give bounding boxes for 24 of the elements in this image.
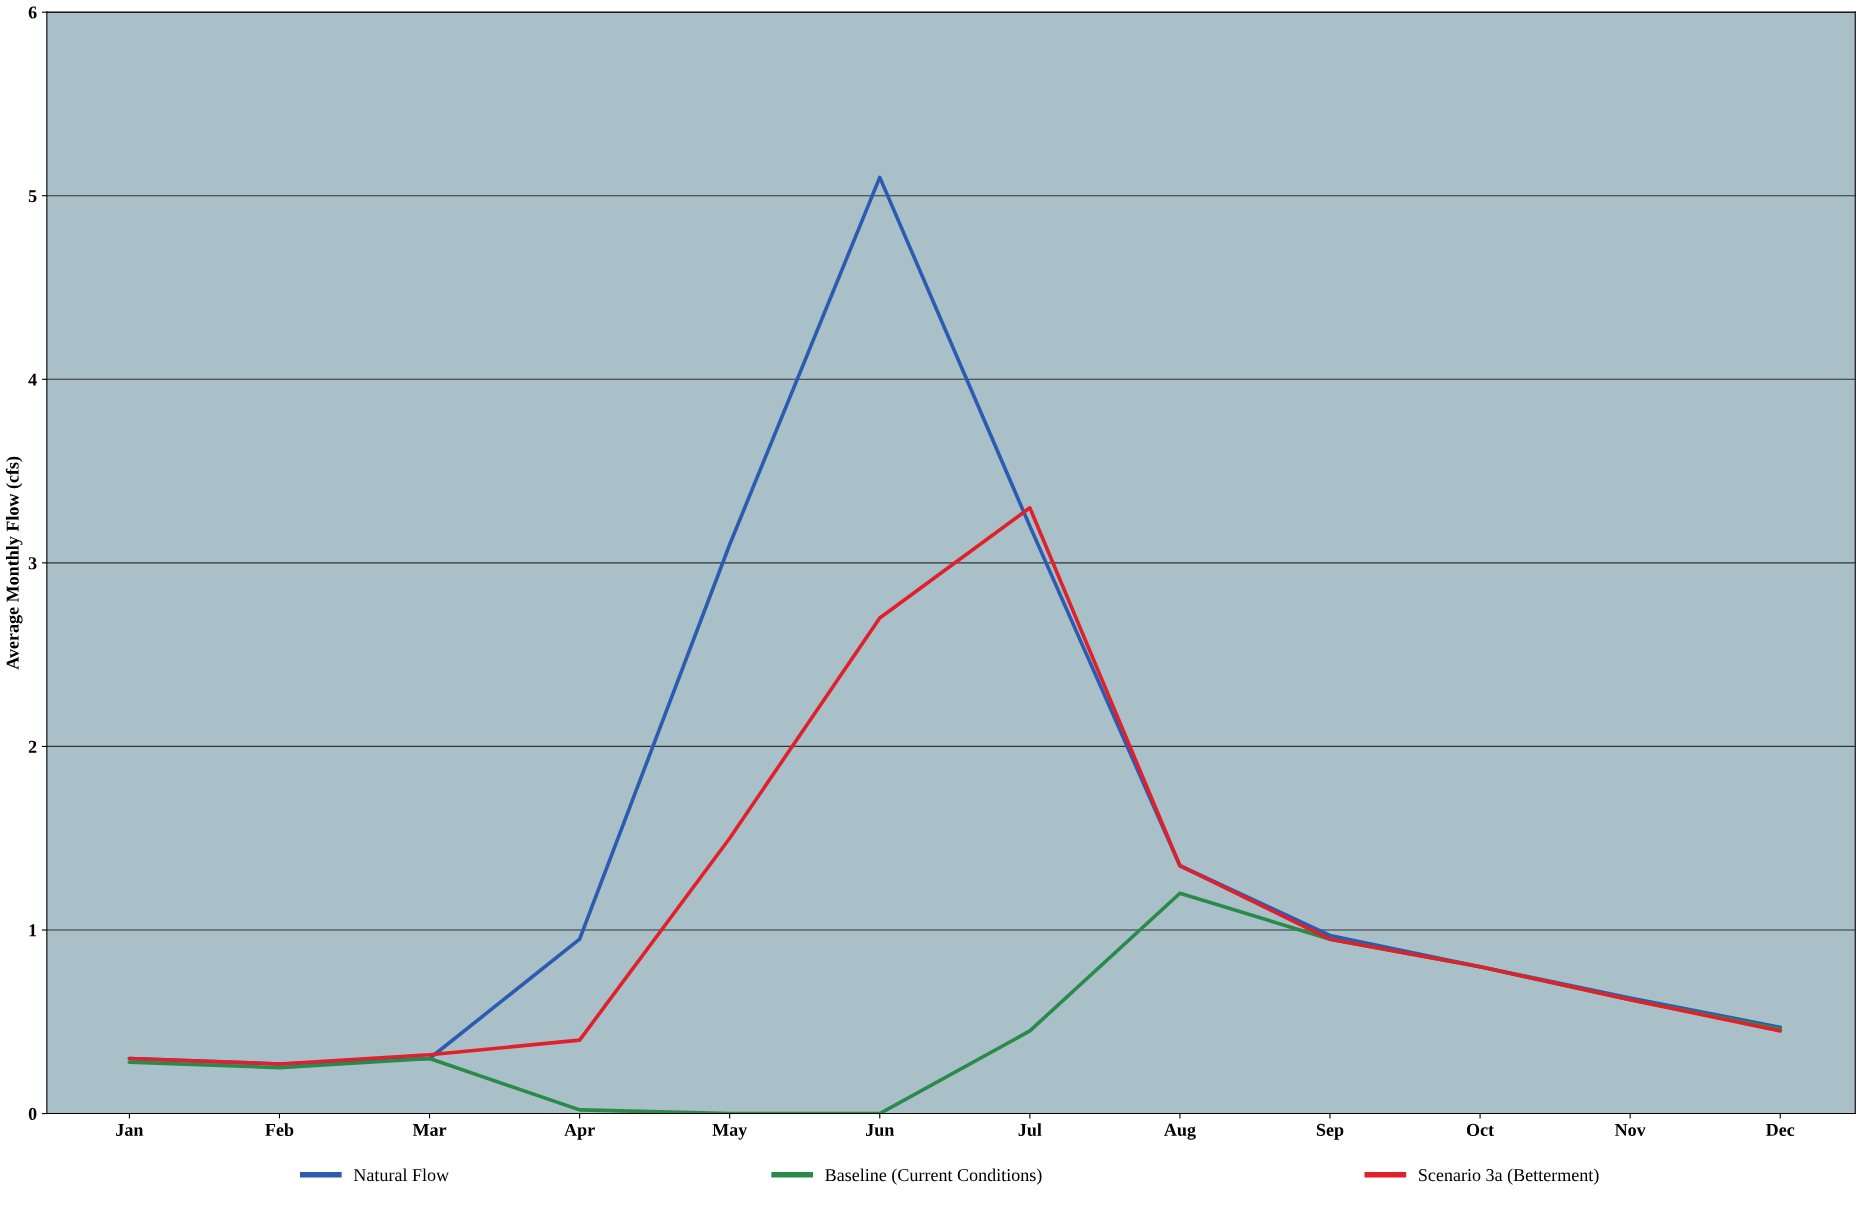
x-tick-label: Oct [1466, 1123, 1495, 1136]
x-tick-label: Apr [564, 1123, 595, 1140]
legend-label: Natural Flow [353, 1168, 450, 1182]
y-axis-title: Average Monthly Flow (cfs) [5, 456, 23, 670]
y-tick-label: 6 [28, 6, 37, 19]
y-tick-label: 3 [28, 557, 37, 570]
x-tick-label: Nov [1614, 1123, 1646, 1136]
x-tick-label: May [712, 1123, 748, 1140]
y-tick-label: 5 [28, 190, 37, 203]
legend-label: Baseline (Current Conditions) [825, 1168, 1042, 1185]
legend-label: Scenario 3a (Betterment) [1419, 1168, 1599, 1185]
x-tick-label: Jul [1018, 1123, 1042, 1137]
x-tick-label: Feb [265, 1123, 294, 1136]
y-tick-label: 2 [28, 740, 37, 753]
y-tick-label: 4 [28, 373, 37, 386]
x-tick-label: Jan [116, 1123, 144, 1136]
line-series [127, 505, 1783, 1066]
x-tick-label: Aug [1164, 1123, 1196, 1140]
x-tick-label: Sep [1316, 1123, 1344, 1140]
x-tick-label: Dec [1766, 1123, 1795, 1136]
y-tick-label: 1 [29, 924, 37, 937]
y-tick-label: 0 [28, 1107, 37, 1120]
x-tick-label: Jun [866, 1123, 895, 1137]
x-tick-label: Mar [412, 1123, 447, 1136]
